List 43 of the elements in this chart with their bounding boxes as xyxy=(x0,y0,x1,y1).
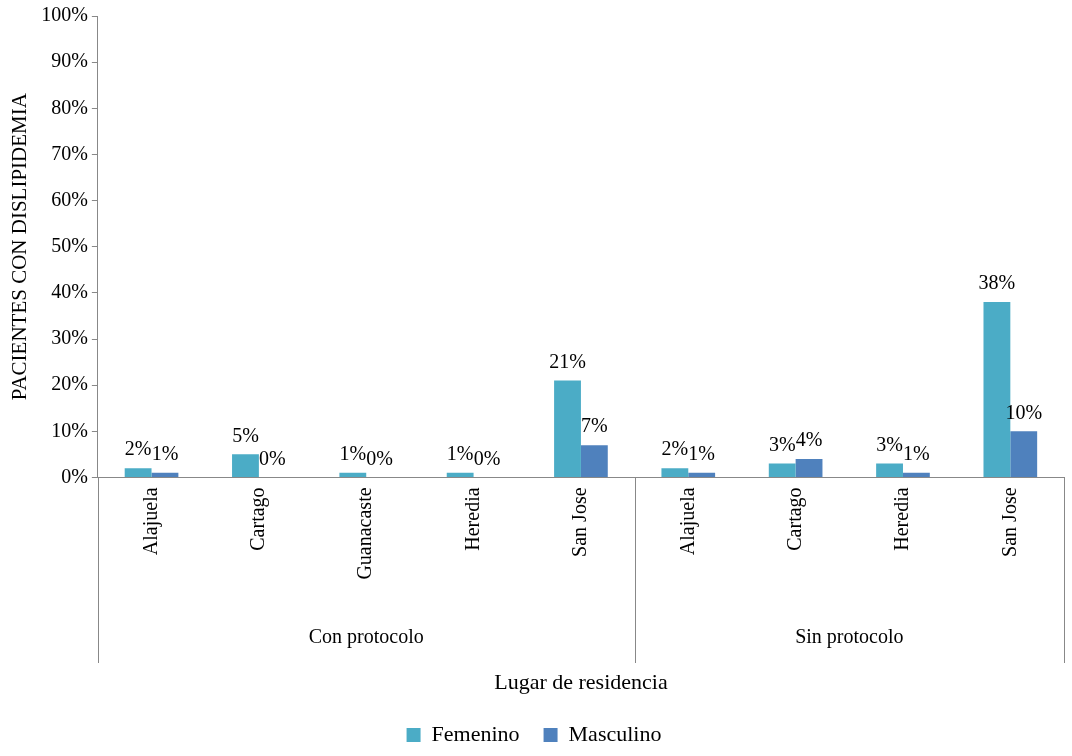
y-tick-label: 20% xyxy=(51,372,88,395)
x-tick-label: Cartago xyxy=(246,487,270,551)
y-tick-label: 30% xyxy=(51,326,88,349)
data-label: 1% xyxy=(446,442,474,465)
y-axis-title: PACIENTES CON DISLIPIDEMIA xyxy=(7,92,32,401)
data-label: 3% xyxy=(768,432,796,455)
data-label: 0% xyxy=(258,446,286,469)
data-label: 3% xyxy=(876,432,903,455)
data-label: 0% xyxy=(473,446,501,469)
y-tick-label: 80% xyxy=(51,95,88,118)
data-label: 1% xyxy=(339,442,367,465)
x-tick-label: San Jose xyxy=(997,487,1020,557)
data-label: 7% xyxy=(581,414,608,437)
text: Sin protocolo xyxy=(795,625,904,649)
data-label: 2% xyxy=(661,437,689,460)
x-tick-label: Heredia xyxy=(460,487,483,551)
x-tick-label: Heredia xyxy=(890,487,913,551)
y-tick-label: 50% xyxy=(51,233,88,256)
legend-label: Masculino xyxy=(568,720,662,746)
data-label: 0% xyxy=(366,446,393,469)
data-label: 21% xyxy=(549,349,586,372)
y-tick-label: 0% xyxy=(61,464,88,487)
data-label: 1% xyxy=(151,442,179,465)
x-tick-label: Alajuela xyxy=(675,487,699,556)
x-tick-label: Cartago xyxy=(782,487,806,551)
x-tick-label: Guanacaste xyxy=(353,487,376,580)
legend-label: Femenino xyxy=(431,720,520,746)
data-label: 2% xyxy=(124,437,152,460)
y-tick-label: 90% xyxy=(51,49,88,72)
x-tick-label: San Jose xyxy=(568,487,591,557)
y-tick-label: 40% xyxy=(51,280,88,303)
y-tick-label: 60% xyxy=(51,187,88,210)
data-label: 1% xyxy=(903,442,930,465)
data-label: 4% xyxy=(795,428,823,451)
y-tick-label: 70% xyxy=(51,141,88,164)
x-tick-label: Alajuela xyxy=(138,487,162,556)
x-axis-title: Lugar de residencia xyxy=(494,668,668,694)
y-tick-label: 10% xyxy=(51,418,88,441)
text: Con protocolo xyxy=(308,625,424,649)
y-tick-label: 100% xyxy=(41,3,88,26)
data-label: 1% xyxy=(688,442,716,465)
data-label: 38% xyxy=(978,271,1016,294)
data-label: 5% xyxy=(232,423,259,446)
